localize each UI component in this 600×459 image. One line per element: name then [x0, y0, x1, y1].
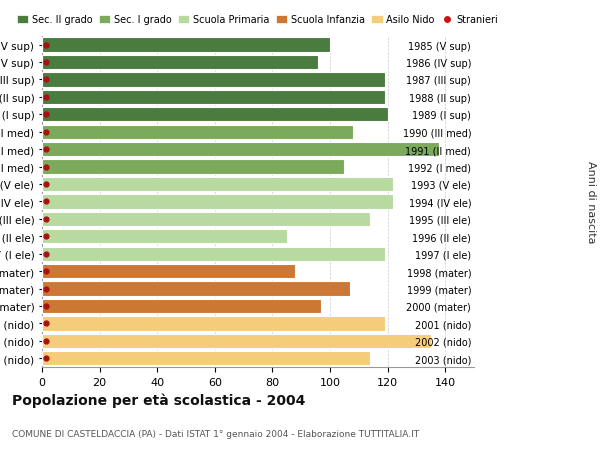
- Text: COMUNE DI CASTELDACCIA (PA) - Dati ISTAT 1° gennaio 2004 - Elaborazione TUTTITAL: COMUNE DI CASTELDACCIA (PA) - Dati ISTAT…: [12, 429, 419, 438]
- Bar: [42, 282, 350, 296]
- Bar: [42, 143, 439, 157]
- Bar: [42, 90, 385, 105]
- Text: Popolazione per età scolastica - 2004: Popolazione per età scolastica - 2004: [12, 392, 305, 407]
- Bar: [42, 125, 353, 140]
- Bar: [42, 352, 370, 366]
- Bar: [42, 73, 385, 87]
- Bar: [42, 299, 322, 313]
- Bar: [42, 195, 394, 209]
- Bar: [42, 108, 388, 122]
- Bar: [42, 178, 394, 192]
- Text: Anni di nascita: Anni di nascita: [586, 161, 596, 243]
- Bar: [42, 334, 431, 348]
- Bar: [42, 38, 330, 52]
- Bar: [42, 56, 319, 70]
- Bar: [42, 160, 344, 174]
- Bar: [42, 247, 385, 261]
- Bar: [42, 264, 295, 279]
- Legend: Sec. II grado, Sec. I grado, Scuola Primaria, Scuola Infanzia, Asilo Nido, Stran: Sec. II grado, Sec. I grado, Scuola Prim…: [17, 15, 498, 25]
- Bar: [42, 317, 385, 331]
- Bar: [42, 212, 370, 226]
- Bar: [42, 230, 287, 244]
